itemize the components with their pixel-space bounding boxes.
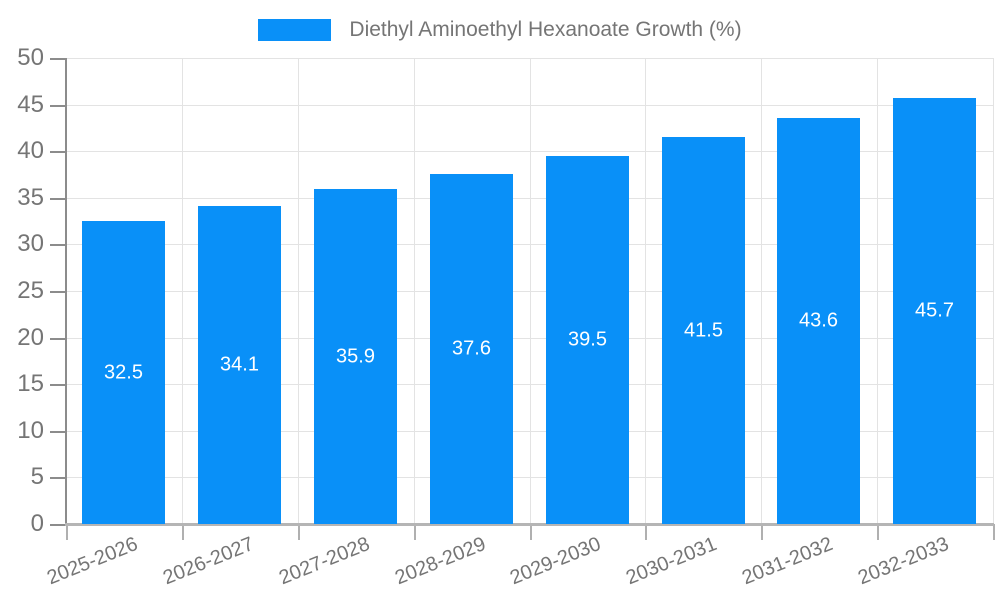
x-tick-mark (877, 524, 879, 540)
gridline-horizontal (66, 338, 993, 339)
y-tick-mark (50, 384, 66, 386)
y-tick-mark (50, 338, 66, 340)
gridline-vertical (645, 58, 646, 524)
x-axis-tick-label: 2031-2032 (739, 533, 837, 590)
bar-2030-2031[interactable]: 41.5 (662, 137, 745, 524)
x-axis-tick-label: 2027-2028 (276, 533, 374, 590)
bar-2029-2030[interactable]: 39.5 (546, 156, 629, 524)
gridline-vertical (761, 58, 762, 524)
y-axis-tick-label: 20 (17, 324, 44, 351)
x-tick-mark (182, 524, 184, 540)
y-axis-line (65, 58, 67, 524)
gridline-horizontal (66, 198, 993, 199)
legend-swatch-icon (258, 19, 332, 41)
bar-2031-2032[interactable]: 43.6 (777, 118, 860, 524)
gridline-vertical (877, 58, 878, 524)
gridline-horizontal (66, 244, 993, 245)
y-axis-tick-label: 35 (17, 184, 44, 211)
gridline-horizontal (66, 477, 993, 478)
y-axis-tick-label: 40 (17, 137, 44, 164)
legend-label: Diethyl Aminoethyl Hexanoate Growth (%) (349, 18, 742, 41)
x-axis-tick-label: 2030-2031 (623, 533, 721, 590)
gridline-horizontal (66, 431, 993, 432)
x-tick-mark (298, 524, 300, 540)
y-tick-mark (50, 477, 66, 479)
gridline-vertical (414, 58, 415, 524)
gridline-vertical (530, 58, 531, 524)
x-axis-tick-label: 2028-2029 (392, 533, 490, 590)
y-tick-mark (50, 105, 66, 107)
x-tick-mark (530, 524, 532, 540)
y-tick-mark (50, 151, 66, 153)
gridline-horizontal (66, 105, 993, 106)
y-tick-mark (50, 291, 66, 293)
legend[interactable]: Diethyl Aminoethyl Hexanoate Growth (%) (0, 18, 1000, 42)
bar-value-label: 35.9 (336, 345, 375, 367)
gridline-vertical (182, 58, 183, 524)
bar-value-label: 41.5 (684, 319, 723, 341)
bar-2032-2033[interactable]: 45.7 (893, 98, 976, 524)
bar-value-label: 43.6 (799, 309, 838, 332)
bar-value-label: 37.6 (452, 337, 491, 360)
x-tick-mark (414, 524, 416, 540)
y-tick-mark (50, 524, 66, 526)
bar-value-label: 39.5 (568, 328, 607, 351)
y-axis-tick-label: 45 (17, 91, 44, 118)
x-axis-tick-label: 2026-2027 (160, 533, 258, 590)
x-axis-tick-label: 2025-2026 (44, 533, 142, 590)
x-tick-mark (993, 524, 995, 540)
y-axis-tick-label: 15 (17, 370, 44, 397)
bar-value-label: 34.1 (220, 353, 259, 376)
y-tick-mark (50, 244, 66, 246)
bar-value-label: 32.5 (104, 361, 143, 383)
gridline-horizontal (66, 291, 993, 292)
y-tick-mark (50, 58, 66, 60)
x-tick-mark (66, 524, 68, 540)
x-axis-tick-label: 2032-2033 (855, 533, 953, 590)
x-axis-tick-label: 2029-2030 (507, 533, 605, 590)
y-tick-mark (50, 198, 66, 200)
x-axis-line (65, 523, 994, 526)
gridline-vertical (298, 58, 299, 524)
y-axis-tick-label: 5 (30, 463, 44, 490)
y-tick-mark (50, 431, 66, 433)
gridline-vertical (993, 58, 994, 524)
x-tick-mark (761, 524, 763, 540)
gridline-horizontal (66, 151, 993, 152)
bar-value-label: 45.7 (915, 299, 954, 322)
gridline-horizontal (66, 384, 993, 385)
bar-2026-2027[interactable]: 34.1 (198, 206, 281, 524)
gridline-horizontal (66, 58, 993, 59)
y-axis-tick-label: 0 (30, 510, 44, 537)
y-axis-tick-label: 25 (17, 277, 44, 304)
bar-2028-2029[interactable]: 37.6 (430, 174, 513, 524)
x-tick-mark (645, 524, 647, 540)
bar-2027-2028[interactable]: 35.9 (314, 189, 397, 524)
y-axis-tick-label: 30 (17, 230, 44, 257)
y-axis-tick-label: 10 (17, 417, 44, 444)
y-axis-tick-label: 50 (17, 44, 44, 71)
bar-2025-2026[interactable]: 32.5 (82, 221, 165, 524)
